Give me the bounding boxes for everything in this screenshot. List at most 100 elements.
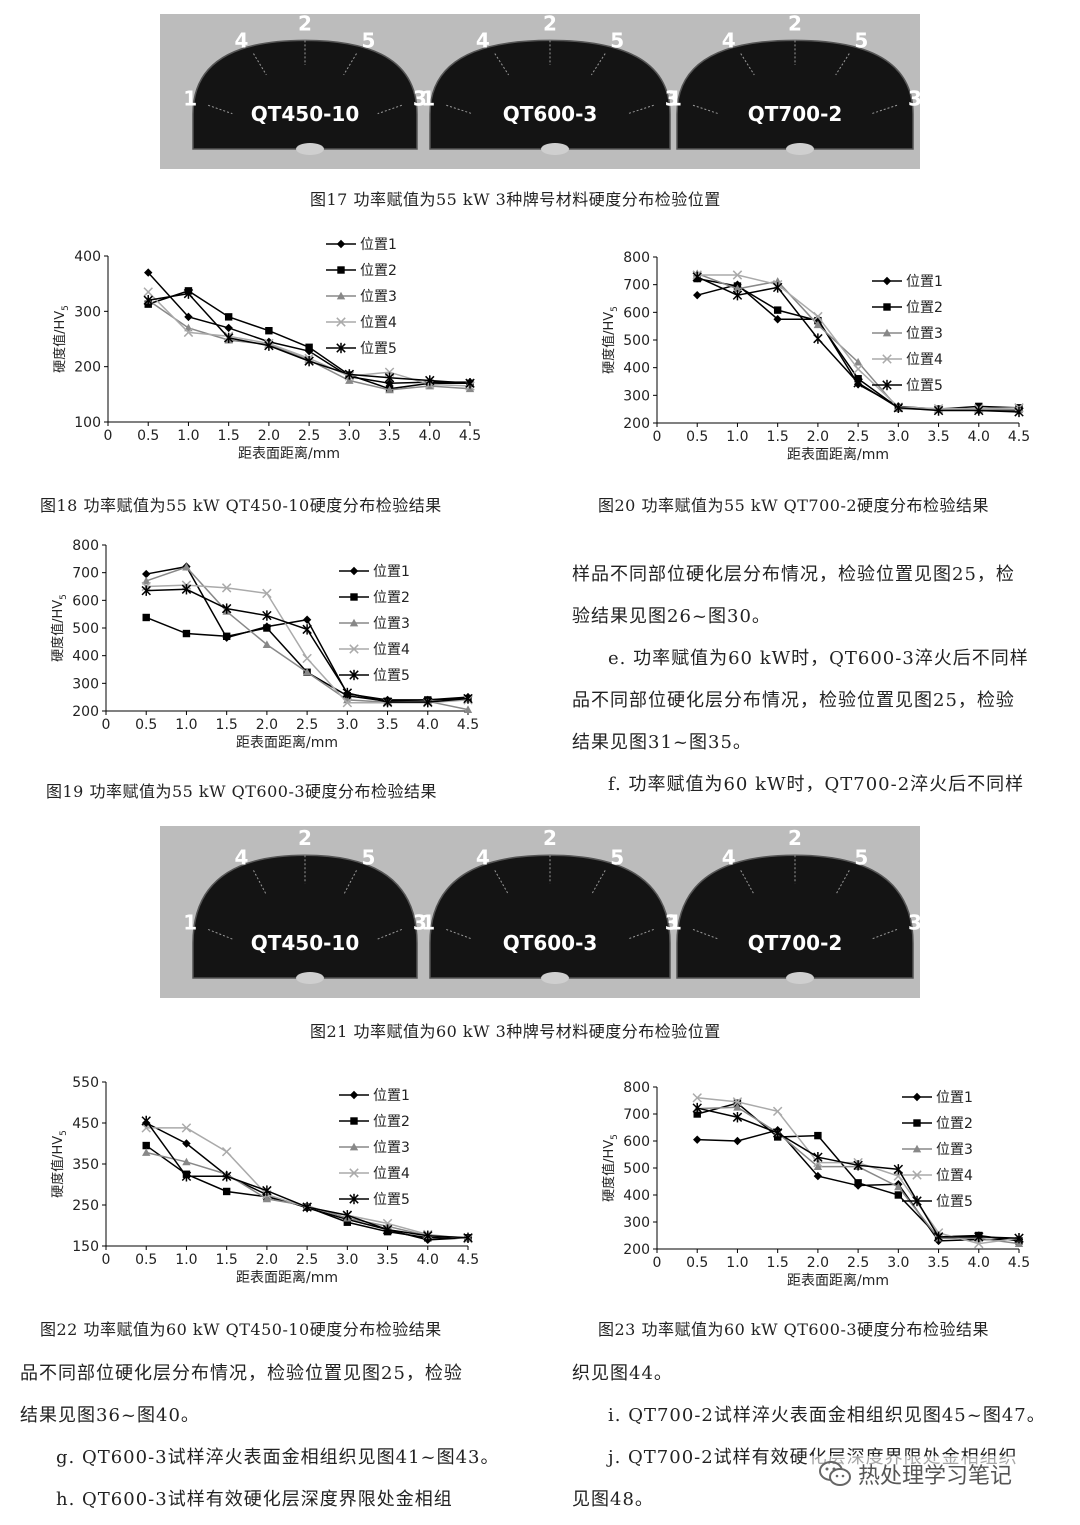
legend-label: 位置2 (906, 300, 943, 316)
data-point (733, 1136, 742, 1146)
x-tick-label: 3.5 (376, 717, 398, 733)
data-point (336, 291, 346, 300)
data-point (350, 1117, 358, 1125)
photo-top-svg: QT450-10 1 4 2 5 3 QT600-3 1 4 2 5 3 QT700-2 1 4 2 5 3 (183, 11, 922, 155)
y-axis-label: 硬度值/HV5 (601, 306, 620, 374)
series-line (146, 588, 469, 703)
data-point (882, 379, 892, 391)
caption-fig21: 图21 功率赋值为60 kW 3种牌号材料硬度分布检验位置 (310, 1022, 721, 1041)
text-line: h. QT600-3试样有效硬化层深度界限处金相组 (56, 1489, 453, 1510)
legend-item: 位置3 (339, 1140, 410, 1156)
legend-item: 位置1 (902, 1090, 973, 1106)
x-tick-label: 1.0 (726, 1255, 748, 1271)
data-point (349, 1168, 359, 1178)
data-point (221, 603, 232, 614)
position-mark (253, 53, 267, 76)
legend-item: 位置5 (339, 1192, 410, 1208)
x-tick-label: 4.5 (457, 717, 479, 733)
data-point (773, 306, 782, 314)
x-tick-label: 0.5 (135, 1252, 157, 1268)
x-tick-label: 2.5 (847, 429, 869, 445)
sample-2: QT600-3 1 4 2 5 3 (421, 11, 679, 155)
x-tick-label: 2.0 (807, 1255, 829, 1271)
series-5 (141, 1115, 473, 1243)
text-line: 织见图44。 (572, 1363, 673, 1384)
data-point (733, 1103, 742, 1111)
legend-item: 位置4 (872, 352, 943, 368)
series-2 (693, 274, 1023, 413)
x-axis-label: 距表面距离/mm (787, 446, 889, 463)
photo-bottom: QT450-10 1 4 2 5 3 QT600-3 1 4 2 5 3 QT700-2 1 4 2 5 3 (160, 826, 922, 998)
text-line: 结果见图36~图40。 (20, 1405, 200, 1426)
sample-section (429, 854, 671, 979)
y-tick-label: 450 (72, 1116, 99, 1132)
x-tick-label: 1.0 (175, 1252, 197, 1268)
legend-item: 位置4 (339, 642, 410, 658)
sample-grade-label: QT450-10 (251, 102, 360, 126)
data-point (342, 1210, 353, 1221)
data-point (344, 369, 355, 380)
series-4 (141, 1123, 473, 1244)
y-tick-label: 800 (623, 1080, 650, 1096)
position-mark (627, 928, 654, 940)
text-line: 验结果见图26~图30。 (572, 606, 771, 627)
x-tick-label: 0.5 (137, 428, 159, 444)
data-point (384, 372, 395, 383)
paragraph-right-mid: 样品不同部位硬化层分布情况，检验位置见图25，检 验结果见图26~图30。 e.… (572, 554, 1067, 806)
caption-fig22: 图22 功率赋值为60 kW QT450-10硬度分布检验结果 (40, 1320, 442, 1339)
data-point (732, 1112, 743, 1123)
data-point (142, 1148, 151, 1156)
watermark-text: 热处理学习笔记 (858, 1464, 1013, 1489)
data-point (143, 287, 153, 297)
series-line (147, 290, 470, 390)
series-3 (693, 1103, 1024, 1247)
data-point (814, 1131, 822, 1140)
x-axis-label: 距表面距离/mm (236, 1269, 338, 1286)
position-mark (692, 928, 719, 940)
sample-3: QT700-2 1 4 2 5 3 (668, 11, 922, 155)
position-label: 4 (476, 29, 490, 53)
position-label: 4 (722, 29, 736, 53)
data-point (142, 1141, 150, 1150)
y-tick-label: 100 (74, 415, 101, 431)
y-tick-label: 200 (72, 704, 99, 720)
position-mark (207, 928, 233, 940)
position-mark (208, 104, 233, 115)
data-point (350, 593, 358, 601)
y-tick-label: 600 (623, 305, 650, 321)
data-point (772, 282, 783, 293)
data-point (349, 1090, 359, 1100)
y-axis-label: 硬度值/HV5 (50, 594, 69, 662)
position-label: 5 (362, 845, 376, 869)
data-point (385, 385, 394, 394)
y-axis-label: 硬度值/HV5 (52, 305, 71, 373)
sample-grade-label: QT700-2 (748, 102, 843, 126)
position-mark (590, 870, 606, 896)
legend-item: 位置1 (339, 564, 410, 580)
data-point (221, 1171, 232, 1182)
legend-label: 位置1 (373, 1088, 410, 1104)
data-point (182, 1139, 191, 1148)
chart-fig18: 100 200 300 400 0 0.5 1.0 1.5 2.0 2.5 3.0 3.5 4.0 4.5… (52, 237, 481, 462)
data-point (693, 1110, 701, 1118)
legend-label: 位置3 (906, 326, 943, 342)
data-point (349, 669, 359, 681)
legend-label: 位置4 (906, 352, 943, 368)
x-axis-label: 距表面距离/mm (236, 734, 338, 751)
y-tick-label: 250 (72, 1198, 99, 1214)
data-point (974, 1238, 984, 1249)
y-tick-label: 800 (72, 538, 99, 554)
x-tick-label: 3.5 (376, 1252, 398, 1268)
data-point (382, 1224, 393, 1235)
position-label: 1 (183, 910, 197, 934)
legend-label: 位置3 (360, 289, 397, 305)
position-mark (343, 53, 357, 76)
data-point (893, 402, 904, 413)
data-point (336, 342, 346, 354)
y-tick-label: 500 (623, 1161, 650, 1177)
position-mark (494, 870, 510, 896)
y-tick-label: 400 (623, 361, 650, 377)
x-tick-label: 4.0 (968, 1255, 990, 1271)
text-line: 结果见图31~图35。 (572, 732, 752, 753)
data-point (144, 268, 153, 277)
